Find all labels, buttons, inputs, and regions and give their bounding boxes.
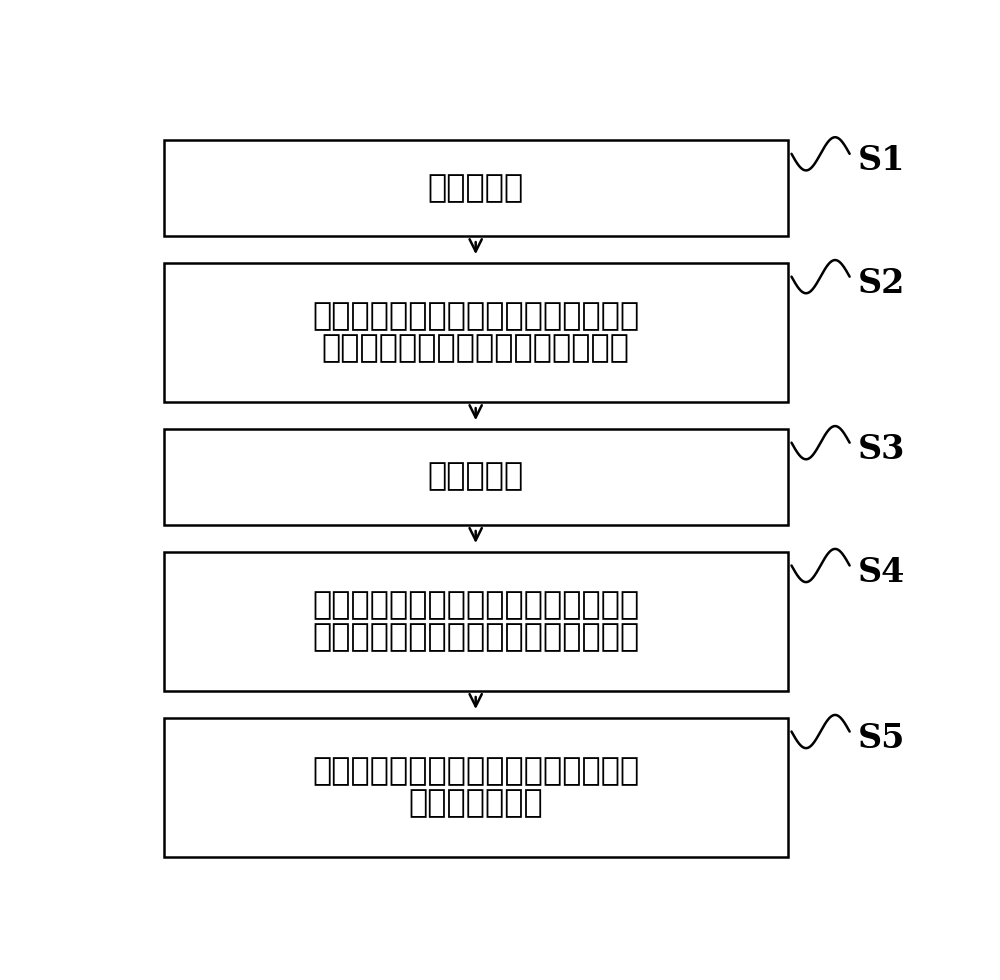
Text: 浸种液活化: 浸种液活化 xyxy=(428,462,524,493)
Text: S4: S4 xyxy=(857,556,905,589)
Bar xyxy=(164,718,788,858)
Bar xyxy=(164,429,788,525)
Text: 将种子浸泡于活化后的浸种液中，并在: 将种子浸泡于活化后的浸种液中，并在 xyxy=(312,590,639,621)
Text: 启动太赫兹浸种装置的控制系统，根据: 启动太赫兹浸种装置的控制系统，根据 xyxy=(312,301,639,332)
Text: S1: S1 xyxy=(857,144,905,177)
Bar xyxy=(164,140,788,236)
Text: S2: S2 xyxy=(857,267,905,300)
Bar xyxy=(164,552,788,691)
Text: S3: S3 xyxy=(857,433,905,466)
Text: 浸种过程中间隙性地进行太赫兹波照射: 浸种过程中间隙性地进行太赫兹波照射 xyxy=(312,622,639,653)
Text: S5: S5 xyxy=(857,721,905,755)
Text: 温即可用于播种: 温即可用于播种 xyxy=(408,788,543,819)
Text: 种子预处理: 种子预处理 xyxy=(428,172,524,204)
Text: 打开浸种箱门，取出种子，渐冷却至室: 打开浸种箱门，取出种子，渐冷却至室 xyxy=(312,757,639,787)
Text: 作物种子生理特征设置相关处理参数: 作物种子生理特征设置相关处理参数 xyxy=(322,333,630,364)
Bar xyxy=(164,263,788,402)
